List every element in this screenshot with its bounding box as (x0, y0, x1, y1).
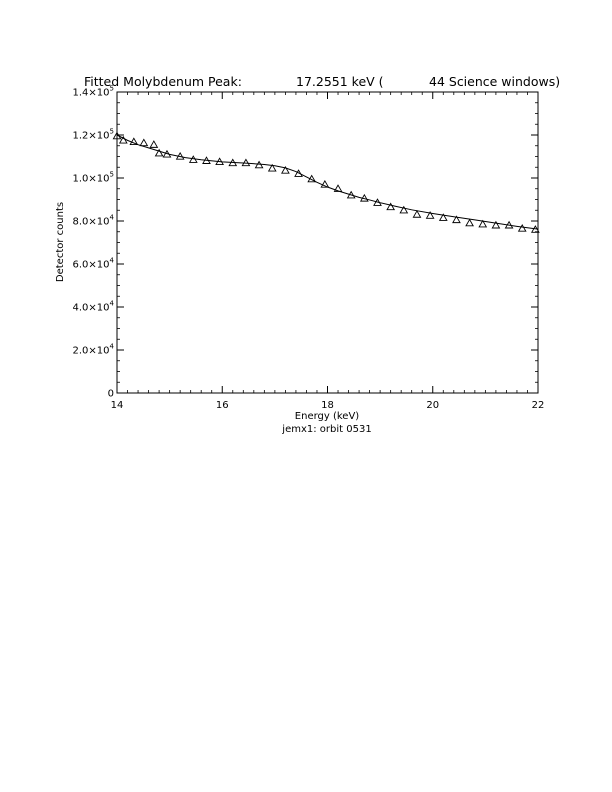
y-tick-label: 1.0×105 (73, 171, 114, 185)
y-tick-mantissa: 1.0×10 (73, 174, 110, 185)
data-point (139, 138, 149, 147)
fit-line (116, 134, 539, 230)
y-tick-label: 4.0×104 (73, 300, 115, 314)
data-point (333, 184, 343, 192)
data-point (504, 220, 514, 229)
x-tick-label: 14 (111, 400, 124, 411)
data-point (491, 220, 501, 229)
data-point (188, 155, 198, 163)
x-tick-label: 16 (216, 400, 229, 411)
y-tick-exponent: 5 (110, 128, 114, 136)
y-tick-mantissa: 8.0×10 (73, 217, 110, 228)
chart-title-energy: 17.2551 keV ( (296, 74, 384, 89)
y-tick-exponent: 4 (110, 257, 115, 265)
data-point (320, 179, 330, 188)
x-tick-labels: 14 16 18 20 22 (111, 400, 545, 411)
fit-curve-group (116, 134, 539, 230)
y-tick-label: 1.4×105 (73, 85, 114, 99)
x-tick-label: 20 (426, 400, 439, 411)
data-point (118, 135, 128, 144)
chart-title-windows: 44 Science windows) (429, 74, 560, 89)
data-point (530, 225, 540, 233)
data-point (162, 149, 172, 158)
data-points (112, 131, 540, 233)
x-tick-label: 18 (321, 400, 334, 411)
data-point (438, 213, 448, 221)
y-tick-mantissa: 6.0×10 (73, 260, 110, 271)
data-point (129, 137, 139, 146)
data-point (254, 160, 264, 169)
y-tick-exponent: 4 (110, 300, 115, 308)
data-point (465, 218, 474, 227)
y-tick-exponent: 5 (110, 85, 114, 93)
y-tick-mantissa: 1.4×10 (73, 88, 110, 99)
x-axis-label: Energy (keV) (295, 411, 360, 422)
y-tick-label: 0 (108, 389, 114, 400)
data-point (412, 210, 422, 218)
data-point (149, 140, 159, 148)
x-tick-label: 22 (532, 400, 545, 411)
data-point (452, 215, 461, 224)
y-tick-mantissa: 2.0×10 (73, 346, 110, 357)
chart-title-prefix: Fitted Molybdenum Peak: (84, 74, 242, 89)
data-point (425, 211, 435, 219)
data-point (112, 131, 122, 140)
data-point (175, 151, 185, 160)
data-point (399, 205, 409, 214)
y-tick-exponent: 5 (110, 171, 114, 179)
data-point (267, 163, 277, 172)
data-point (215, 157, 224, 166)
data-point (359, 193, 369, 202)
data-point (241, 158, 251, 167)
data-point (346, 190, 356, 199)
data-point (307, 174, 317, 183)
data-point (478, 219, 488, 228)
axis-ticks (116, 91, 539, 394)
data-point (294, 169, 303, 177)
y-tick-label: 2.0×104 (73, 343, 115, 357)
data-point (281, 165, 290, 174)
y-tick-exponent: 4 (110, 343, 115, 351)
data-point (202, 156, 211, 164)
data-point (517, 224, 527, 232)
data-point (154, 148, 164, 157)
y-tick-mantissa: 4.0×10 (73, 303, 110, 314)
y-tick-label: 8.0×104 (73, 214, 115, 228)
y-tick-exponent: 4 (110, 214, 115, 222)
y-tick-labels: 02.0×1044.0×1046.0×1048.0×1041.0×1051.2×… (73, 85, 115, 400)
y-tick-label: 6.0×104 (73, 257, 115, 271)
plot-frame (116, 91, 539, 394)
y-axis-label: Detector counts (55, 202, 66, 282)
y-tick-mantissa: 0 (108, 389, 114, 400)
data-point (386, 202, 396, 211)
data-point (373, 198, 382, 206)
y-tick-mantissa: 1.2×10 (73, 131, 110, 142)
y-tick-label: 1.2×105 (73, 128, 114, 142)
data-point (228, 158, 238, 167)
chart-subtitle: jemx1: orbit 0531 (281, 424, 371, 435)
